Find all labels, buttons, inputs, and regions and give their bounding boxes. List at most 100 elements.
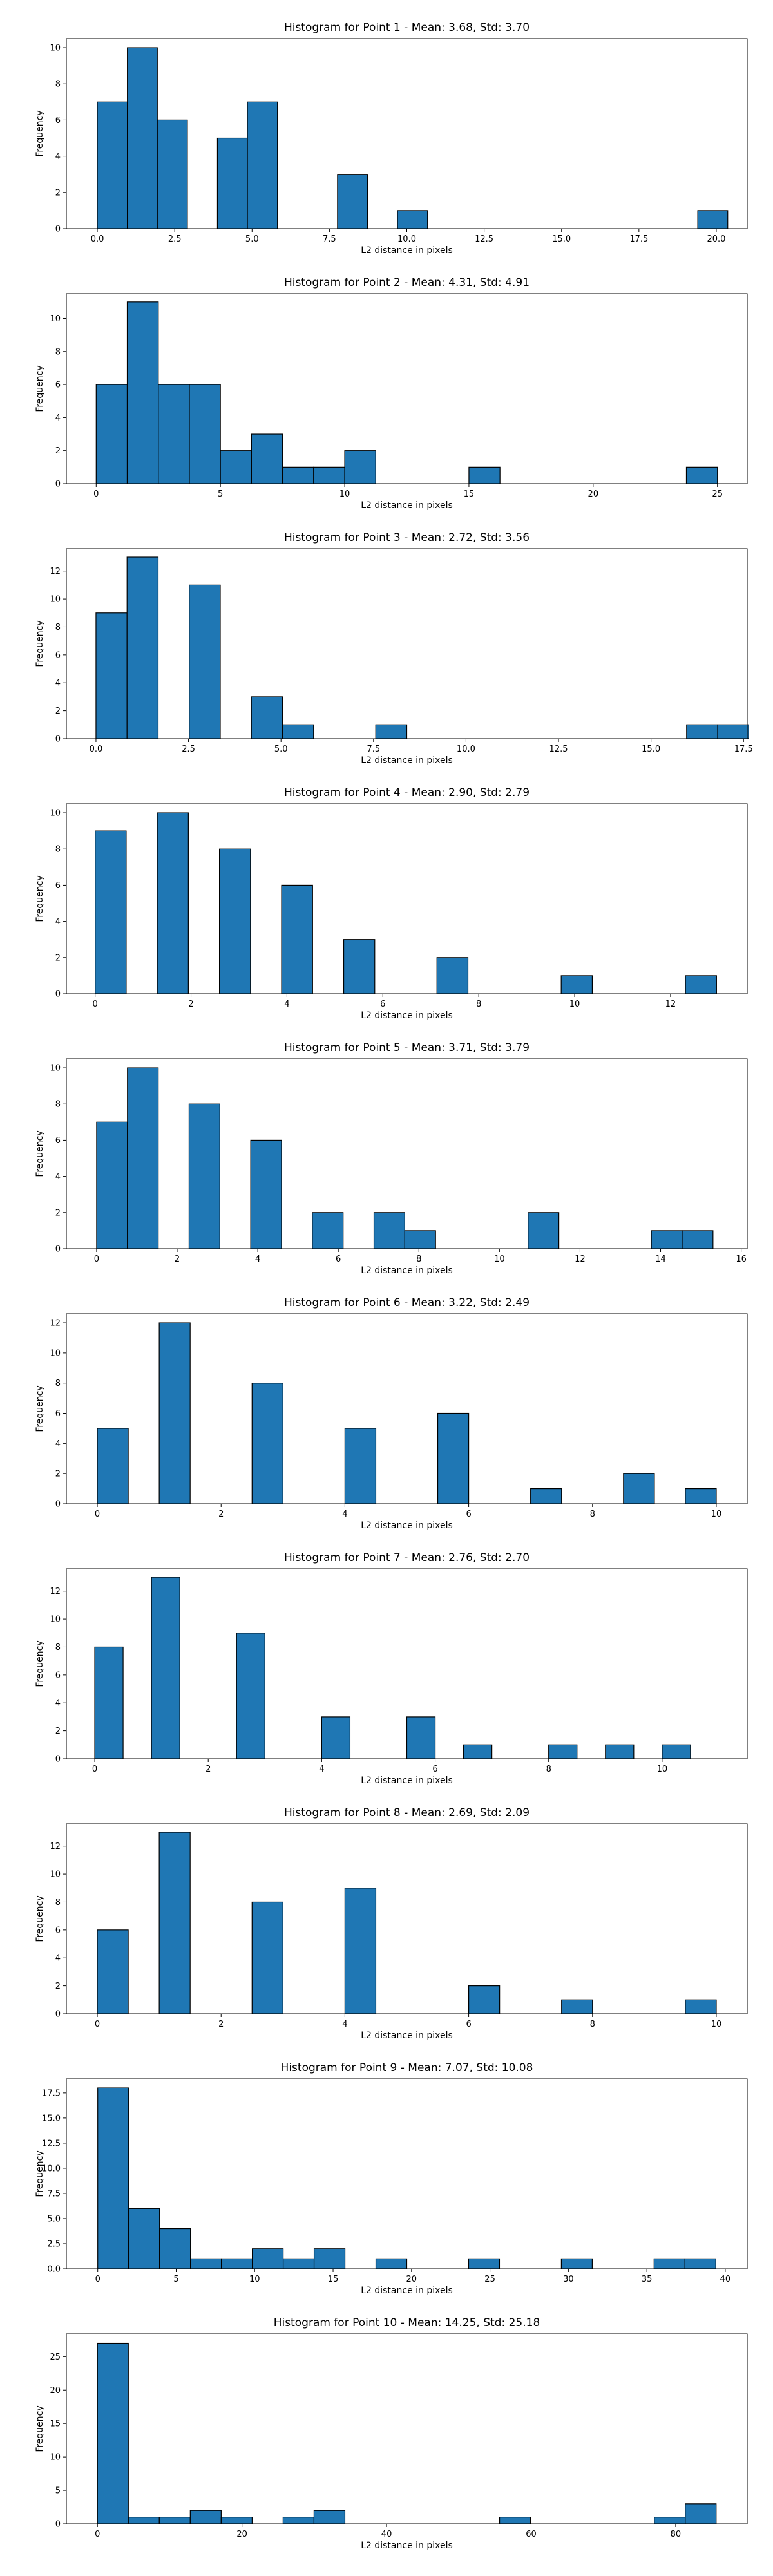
x-tick-label: 35: [642, 2275, 653, 2284]
x-tick-label: 20: [406, 2275, 417, 2284]
plot-frame: [66, 2333, 748, 2524]
x-tick-label: 12: [575, 1255, 586, 1264]
y-tick-label: 8: [55, 1379, 61, 1388]
y-tick-label: 8: [55, 80, 61, 90]
x-tick-label: 2: [205, 1765, 211, 1774]
plot-frame: [66, 2078, 748, 2269]
x-tick-label: 10: [657, 1765, 668, 1774]
histogram-bar: [95, 830, 127, 994]
histogram-bar: [282, 2517, 315, 2524]
histogram-bar: [97, 101, 128, 229]
x-tick-label: 8: [476, 999, 481, 1009]
histogram-bar: [97, 2087, 129, 2269]
y-axis-label: Frequency: [35, 1130, 45, 1177]
x-tick-label: 8: [590, 2020, 595, 2029]
plot-frame: [66, 803, 748, 994]
y-tick-label: 17.5: [42, 2088, 61, 2098]
y-tick-label: 8: [55, 845, 61, 855]
histogram-bar: [499, 2517, 531, 2524]
histogram-bar: [189, 384, 221, 484]
y-tick-label: 10: [50, 44, 61, 53]
histogram-bar: [468, 466, 501, 484]
histogram-bar: [97, 1428, 129, 1504]
histogram-chart-6: Histogram for Point 6 - Mean: 3.22, Std:…: [35, 1296, 748, 1531]
y-tick-label: 0: [55, 990, 61, 999]
histogram-bar: [717, 724, 749, 739]
x-tick-label: 0: [95, 1510, 100, 1519]
x-tick-label: 10: [569, 999, 580, 1009]
x-tick-label: 15.0: [552, 234, 571, 244]
x-tick-label: 0.0: [91, 234, 104, 244]
plot-frame: [66, 1568, 748, 1759]
x-tick-label: 5: [218, 489, 223, 499]
y-tick-label: 2: [55, 1727, 61, 1736]
histogram-bar: [397, 210, 428, 229]
x-tick-label: 6: [432, 1765, 437, 1774]
x-tick-label: 8: [546, 1765, 551, 1774]
histogram-bar: [158, 2517, 191, 2524]
histogram-bar: [548, 1744, 578, 1759]
histogram-bar: [530, 1488, 562, 1504]
histogram-bar: [247, 101, 278, 229]
histogram-bar: [251, 1383, 283, 1504]
x-tick-label: 5.0: [245, 234, 259, 244]
histogram-chart-5: Histogram for Point 5 - Mean: 3.71, Std:…: [35, 1041, 748, 1276]
chart-title: Histogram for Point 4 - Mean: 2.90, Std:…: [284, 786, 530, 799]
histogram-bar: [344, 1428, 377, 1504]
histogram-bar: [251, 696, 283, 739]
histogram-bar: [219, 848, 251, 994]
histogram-chart-7: Histogram for Point 7 - Mean: 2.76, Std:…: [35, 1551, 748, 1786]
chart-title: Histogram for Point 8 - Mean: 2.69, Std:…: [284, 1806, 530, 1819]
x-tick-label: 15: [328, 2275, 339, 2284]
histogram-bar: [189, 584, 221, 739]
x-tick-label: 6: [466, 2020, 471, 2029]
histogram-bar: [468, 1985, 501, 2014]
histogram-bar: [623, 1473, 655, 1504]
x-axis-label: L2 distance in pixels: [361, 2541, 453, 2551]
y-tick-label: 7.5: [47, 2189, 61, 2199]
x-tick-label: 4: [255, 1255, 260, 1264]
x-tick-label: 2.5: [182, 744, 195, 754]
histogram-bar: [375, 2258, 408, 2269]
chart-title: Histogram for Point 6 - Mean: 3.22, Std:…: [284, 1296, 530, 1309]
x-tick-label: 10.0: [397, 234, 416, 244]
histogram-bar: [560, 2258, 593, 2269]
y-axis-label: Frequency: [35, 1640, 45, 1687]
x-tick-label: 2.5: [168, 234, 182, 244]
histogram-bar: [188, 1103, 220, 1249]
histogram-bar: [190, 2258, 222, 2269]
y-tick-label: 4: [55, 1699, 61, 1709]
histogram-bar: [404, 1230, 436, 1249]
histogram-bar: [437, 1412, 470, 1504]
x-tick-label: 2: [218, 1510, 224, 1519]
x-axis-label: L2 distance in pixels: [361, 2031, 453, 2041]
y-tick-label: 12: [50, 1319, 61, 1329]
y-tick-label: 4: [55, 1954, 61, 1964]
x-tick-label: 20: [236, 2530, 247, 2539]
histogram-bar: [282, 724, 314, 739]
y-tick-label: 6: [55, 650, 61, 660]
y-axis-label: Frequency: [35, 1895, 45, 1942]
y-tick-label: 12: [50, 567, 61, 576]
histogram-bar: [685, 1488, 717, 1504]
y-tick-label: 0: [55, 1500, 61, 1510]
x-tick-label: 5.0: [274, 744, 288, 754]
chart-title: Histogram for Point 5 - Mean: 3.71, Std:…: [284, 1041, 530, 1054]
histogram-bar: [127, 47, 158, 229]
y-tick-label: 2: [55, 1982, 61, 1991]
x-tick-label: 0: [94, 1255, 99, 1264]
histogram-bar: [252, 2248, 284, 2269]
x-tick-label: 12.5: [475, 234, 493, 244]
y-tick-label: 8: [55, 1898, 61, 1908]
histogram-bar: [236, 1633, 265, 1759]
x-tick-label: 6: [380, 999, 385, 1009]
chart-title: Histogram for Point 1 - Mean: 3.68, Std:…: [284, 21, 530, 34]
x-tick-label: 2: [188, 999, 193, 1009]
chart-title: Histogram for Point 7 - Mean: 2.76, Std:…: [284, 1551, 530, 1564]
x-tick-label: 2: [218, 2020, 224, 2029]
x-tick-label: 40: [381, 2530, 392, 2539]
histogram-bar: [157, 119, 188, 229]
x-tick-label: 16: [736, 1255, 747, 1264]
y-tick-label: 10: [50, 314, 61, 324]
histogram-bar: [697, 210, 729, 229]
